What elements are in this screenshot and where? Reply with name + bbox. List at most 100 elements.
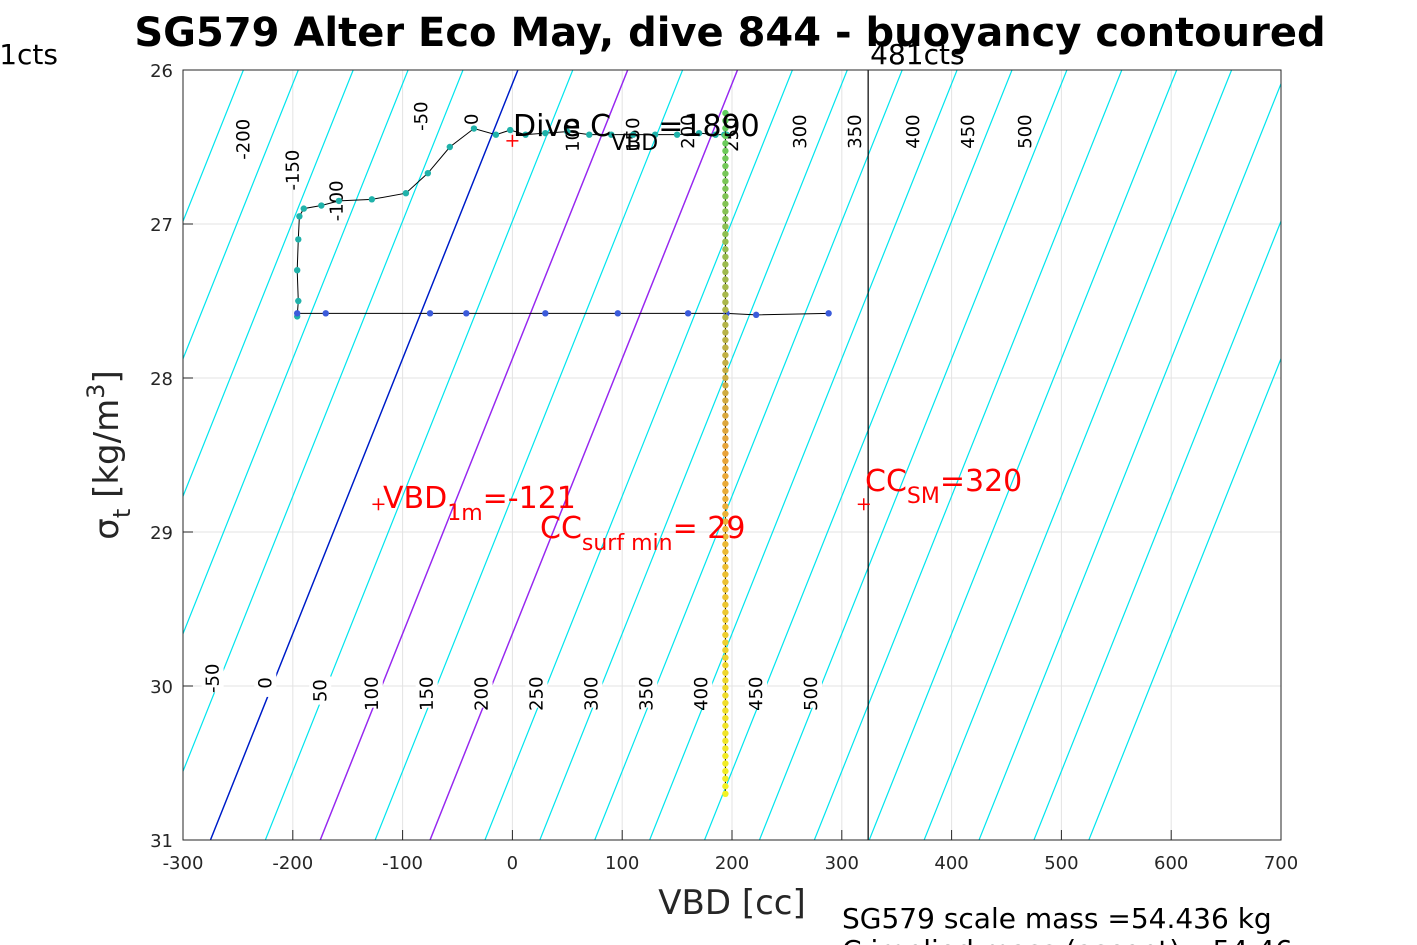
contour-line-cyan (703, 70, 1013, 840)
contour-label-bg (232, 125, 255, 154)
x-tick-label: 200 (715, 853, 749, 874)
track-point (722, 639, 729, 646)
contour-label: 100 (362, 676, 383, 711)
track-point (722, 767, 729, 775)
y-label-close: ] (87, 370, 127, 383)
x-tick-label: -100 (382, 853, 423, 874)
data-point (752, 311, 760, 319)
track-point (722, 722, 729, 729)
contour-label-bg (254, 668, 277, 697)
cc-surf-value: = 29 (673, 511, 746, 546)
track-point (722, 412, 729, 419)
track-point (722, 321, 729, 329)
track-point (722, 692, 729, 699)
vbd-1m-annotation: VBD1m=-121 (383, 481, 576, 526)
track-point (722, 624, 729, 631)
track-point (722, 646, 729, 654)
track-point (722, 631, 729, 639)
track-point (722, 699, 729, 707)
contour-label: -50 (411, 101, 432, 131)
cc-sm-annotation: CCSM=320 (865, 464, 1022, 509)
track-point (722, 435, 729, 442)
cc-sm-sub: SM (907, 484, 940, 509)
contour-label: -200 (233, 119, 254, 160)
track-point (722, 261, 729, 268)
track-point (722, 616, 729, 624)
contour-line-cyan (649, 70, 958, 840)
contour-label-bg (745, 679, 768, 708)
contour-label: 450 (958, 114, 979, 149)
track-point (722, 147, 729, 155)
buoyancy-contours (183, 70, 1281, 840)
track-point (722, 533, 729, 540)
contour-line-cyan (183, 70, 299, 361)
count-label: 1cts (0, 38, 58, 71)
track-point (722, 457, 729, 465)
track-point (722, 238, 729, 245)
track-point (722, 677, 729, 684)
contour-label-bg (561, 120, 584, 149)
contour-label: 450 (746, 676, 767, 711)
track-point (722, 253, 729, 261)
data-point (542, 310, 549, 317)
contour-line-cyan (758, 70, 1068, 840)
x-axis-label: VBD [cc] (658, 883, 806, 923)
contour-label: 400 (903, 114, 924, 149)
track-point (722, 465, 729, 472)
track-point (722, 223, 729, 230)
y-label-sup: 3 (82, 384, 110, 399)
track-point (722, 283, 729, 291)
data-series (293, 109, 832, 797)
contour-label-bg (309, 676, 332, 705)
contour-line-cyan (594, 70, 903, 840)
contour-label: 350 (845, 114, 866, 149)
contour-label-bg (690, 679, 713, 708)
track-point (722, 669, 729, 676)
contour-label: 500 (801, 676, 822, 711)
y-label-sub: t (108, 509, 136, 518)
data-point (293, 267, 301, 274)
data-point (564, 128, 571, 135)
contour-label-bg (460, 105, 483, 134)
contour-label: 400 (691, 676, 712, 711)
data-point (424, 169, 432, 177)
contour-line-purple (429, 70, 739, 840)
data-point (492, 131, 500, 138)
count-label: 481cts (870, 38, 964, 71)
x-tick-label: 0 (507, 853, 518, 874)
contour-label-bg (799, 679, 823, 708)
track-point (722, 783, 729, 790)
contour-label-bg (635, 679, 658, 708)
cc-sm-main: CC (865, 464, 907, 499)
contour-label-bg (281, 156, 304, 185)
contour-line-cyan (1033, 219, 1281, 840)
contour-label-bg (410, 102, 433, 131)
track-point (722, 208, 729, 215)
track-point (722, 752, 729, 760)
track-point (722, 185, 729, 192)
contour-label-bg (843, 117, 867, 146)
vbd-1m-main: VBD (383, 481, 447, 516)
track-point (722, 117, 729, 124)
data-point (322, 310, 329, 317)
contour-label: 300 (790, 114, 811, 149)
track-point (722, 541, 729, 548)
contour-label: 250 (526, 676, 547, 711)
track-point (722, 374, 729, 382)
annotation-markers (372, 134, 870, 511)
data-point (522, 131, 529, 138)
contour-label-bg (580, 679, 603, 708)
track-point (722, 472, 729, 480)
track-point (722, 329, 729, 336)
dive-cc-annotation: Dive CVBD=1890 (513, 109, 760, 156)
track-point (722, 760, 729, 767)
contour-line-cyan (539, 70, 848, 840)
track-point (722, 662, 729, 669)
track-point (722, 215, 729, 223)
track-point (722, 200, 729, 208)
data-point (614, 310, 622, 317)
contour-line-purple (319, 70, 629, 840)
chart-title: SG579 Alter Eco May, dive 844 - buoyancy… (134, 10, 1325, 56)
contour-line-cyan (1088, 357, 1281, 840)
